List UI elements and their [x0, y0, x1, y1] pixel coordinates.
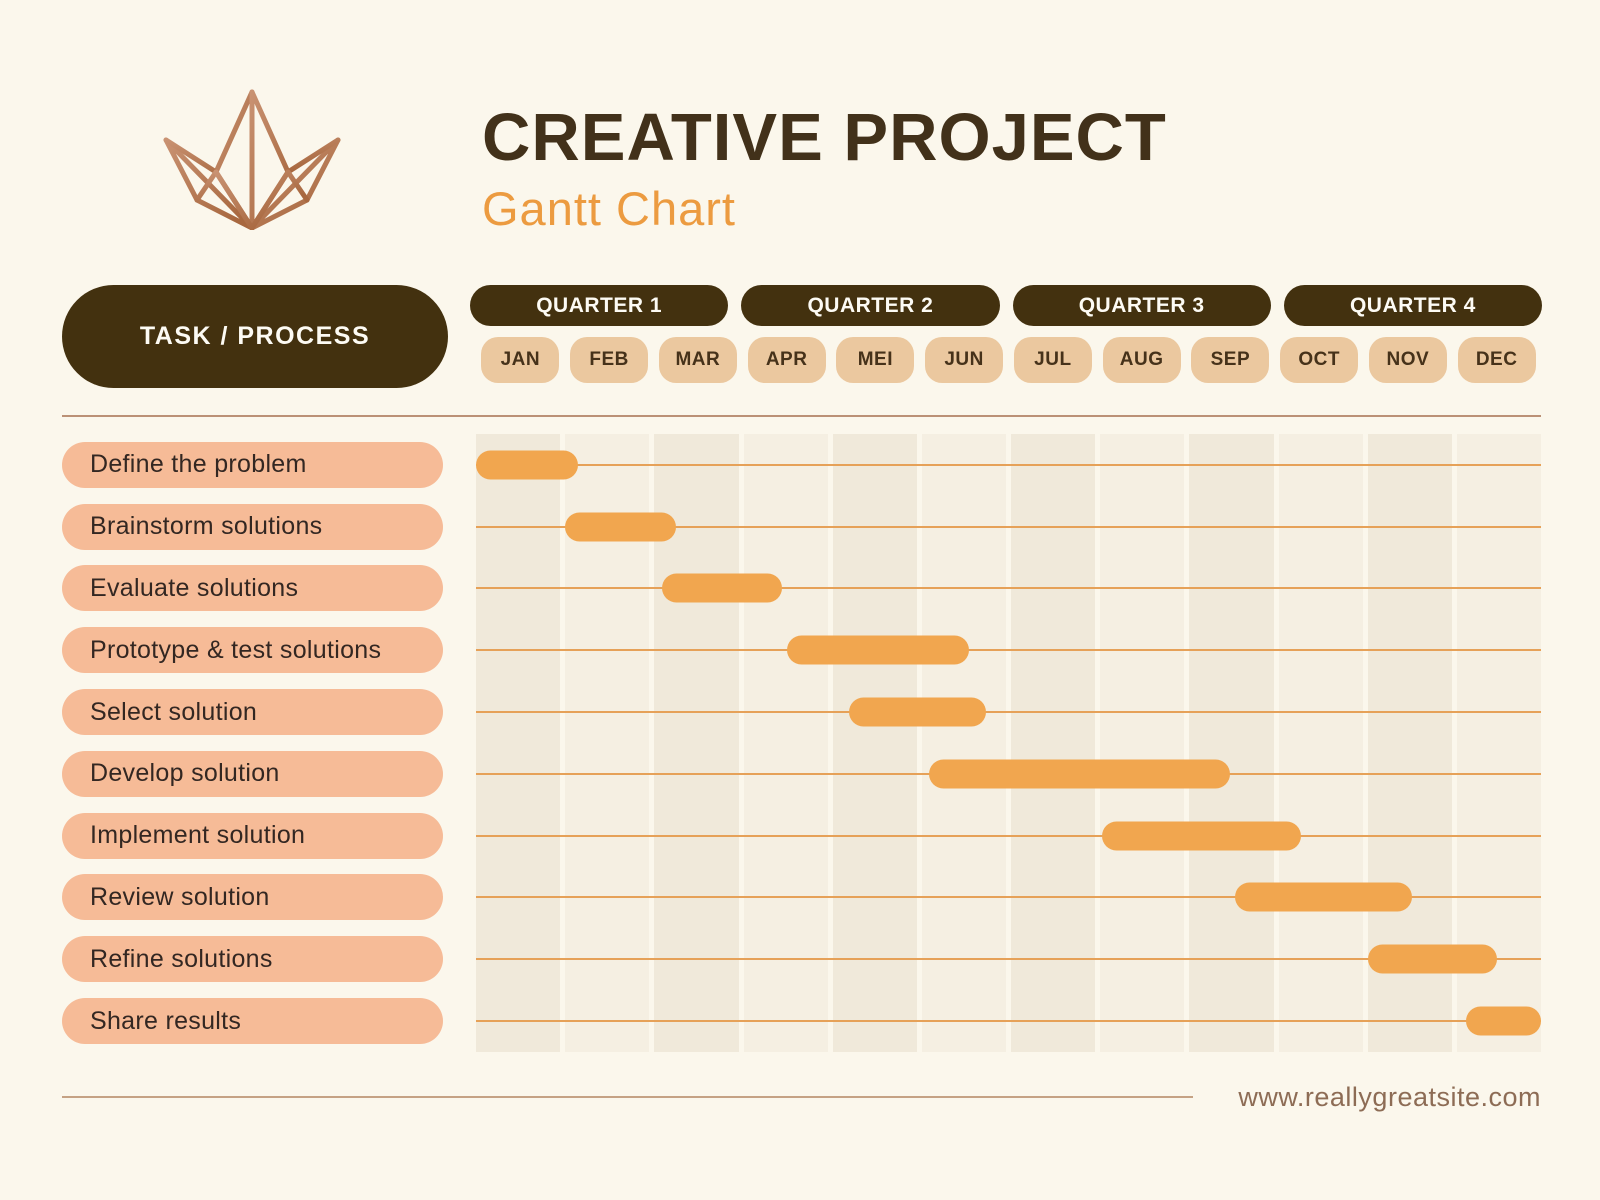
- month-stripe: [1189, 434, 1274, 1052]
- gantt-row: [476, 619, 1541, 681]
- month-stripe: [743, 434, 828, 1052]
- month-pill: DEC: [1457, 337, 1536, 383]
- gantt-row: [476, 805, 1541, 867]
- task-label-pill: Define the problem: [62, 441, 443, 488]
- gantt-row: [476, 434, 1541, 496]
- task-cell: Select solution: [62, 681, 443, 743]
- month-pill: MEI: [836, 337, 915, 383]
- month-stripe: [1278, 434, 1363, 1052]
- gantt-bar: [662, 573, 783, 603]
- task-cell: Develop solution: [62, 743, 443, 805]
- task-cell: Implement solution: [62, 805, 443, 867]
- gantt-row: [476, 496, 1541, 558]
- footer-url: www.reallygreatsite.com: [1238, 1082, 1541, 1112]
- month-cell: AUG: [1097, 337, 1186, 383]
- task-cell: Refine solutions: [62, 928, 443, 990]
- gantt-row: [476, 867, 1541, 929]
- task-label-pill: Prototype & test solutions: [62, 627, 443, 674]
- gantt-rows: [476, 434, 1541, 1052]
- gantt-row: [476, 681, 1541, 743]
- month-pill: OCT: [1280, 337, 1359, 383]
- month-pill: AUG: [1102, 337, 1181, 383]
- gantt-row: [476, 743, 1541, 805]
- footer-divider: [62, 1096, 1193, 1098]
- gantt-bar: [476, 450, 579, 480]
- task-cell: Prototype & test solutions: [62, 619, 443, 681]
- task-label-column: Define the problem Brainstorm solutions Ev…: [62, 434, 443, 1052]
- gantt-bar: [786, 635, 969, 665]
- page-subtitle: Gantt Chart: [482, 182, 736, 236]
- month-pill: FEB: [570, 337, 649, 383]
- month-pill: JUL: [1013, 337, 1092, 383]
- month-cell: APR: [742, 337, 831, 383]
- task-label-pill: Review solution: [62, 874, 443, 921]
- month-stripe: [476, 434, 561, 1052]
- month-pill: JUN: [925, 337, 1004, 383]
- header-divider: [62, 415, 1541, 417]
- month-pill: APR: [747, 337, 826, 383]
- gantt-bar: [848, 697, 987, 727]
- month-cell: DEC: [1452, 337, 1541, 383]
- month-pill: MAR: [658, 337, 737, 383]
- quarter-header-row: QUARTER 1 QUARTER 2 QUARTER 3 QUARTER 4: [470, 285, 1542, 326]
- month-stripe: [1011, 434, 1096, 1052]
- task-label-pill: Share results: [62, 998, 443, 1045]
- task-cell: Brainstorm solutions: [62, 496, 443, 558]
- month-stripe: [921, 434, 1007, 1052]
- month-cell: NOV: [1364, 337, 1453, 383]
- month-stripe: [832, 434, 917, 1052]
- gantt-bar: [1367, 944, 1497, 974]
- month-cell: OCT: [1275, 337, 1364, 383]
- month-pill: NOV: [1368, 337, 1447, 383]
- quarter-pill: QUARTER 3: [1012, 285, 1271, 326]
- task-label-pill: Refine solutions: [62, 936, 443, 983]
- gantt-row: [476, 990, 1541, 1052]
- month-header-row: JAN FEB MAR APR MEI JUN JUL AUG SEP OCT NOV DEC: [476, 337, 1541, 383]
- task-label-pill: Implement solution: [62, 812, 443, 859]
- month-cell: FEB: [565, 337, 654, 383]
- gantt-bar: [928, 759, 1231, 789]
- crown-icon: [163, 89, 341, 230]
- quarter-pill: QUARTER 1: [470, 285, 729, 326]
- gantt-bar: [564, 512, 676, 542]
- row-baseline: [476, 649, 1541, 652]
- month-pill: SEP: [1191, 337, 1270, 383]
- row-baseline: [476, 896, 1541, 899]
- quarter-pill: QUARTER 4: [1283, 285, 1542, 326]
- task-label-pill: Develop solution: [62, 750, 443, 797]
- month-cell: SEP: [1186, 337, 1275, 383]
- task-cell: Evaluate solutions: [62, 558, 443, 620]
- task-label-pill: Brainstorm solutions: [62, 503, 443, 550]
- month-cell: MEI: [831, 337, 920, 383]
- row-baseline: [476, 525, 1541, 528]
- task-cell: Review solution: [62, 867, 443, 929]
- title-block: CREATIVE PROJECT Gantt Chart: [482, 100, 1167, 236]
- gantt-bar: [1465, 1006, 1541, 1036]
- month-cell: JUL: [1009, 337, 1098, 383]
- row-baseline: [476, 711, 1541, 714]
- gantt-bar: [1234, 882, 1413, 912]
- month-cell: JUN: [920, 337, 1009, 383]
- task-cell: Share results: [62, 990, 443, 1052]
- row-baseline: [476, 463, 1541, 466]
- month-cell: JAN: [476, 337, 565, 383]
- task-process-header: TASK / PROCESS: [62, 285, 448, 388]
- gantt-row: [476, 928, 1541, 990]
- month-cell: MAR: [654, 337, 743, 383]
- task-label-pill: Evaluate solutions: [62, 565, 443, 612]
- gantt-row: [476, 558, 1541, 620]
- gantt-bar: [1101, 821, 1302, 851]
- row-baseline: [476, 958, 1541, 961]
- task-cell: Define the problem: [62, 434, 443, 496]
- quarter-pill: QUARTER 2: [741, 285, 1000, 326]
- month-pill: JAN: [481, 337, 560, 383]
- row-baseline: [476, 834, 1541, 837]
- month-stripe: [1100, 434, 1185, 1052]
- row-baseline: [476, 587, 1541, 590]
- row-baseline: [476, 1020, 1541, 1023]
- task-label-pill: Select solution: [62, 689, 443, 736]
- page-title: CREATIVE PROJECT: [482, 100, 1167, 175]
